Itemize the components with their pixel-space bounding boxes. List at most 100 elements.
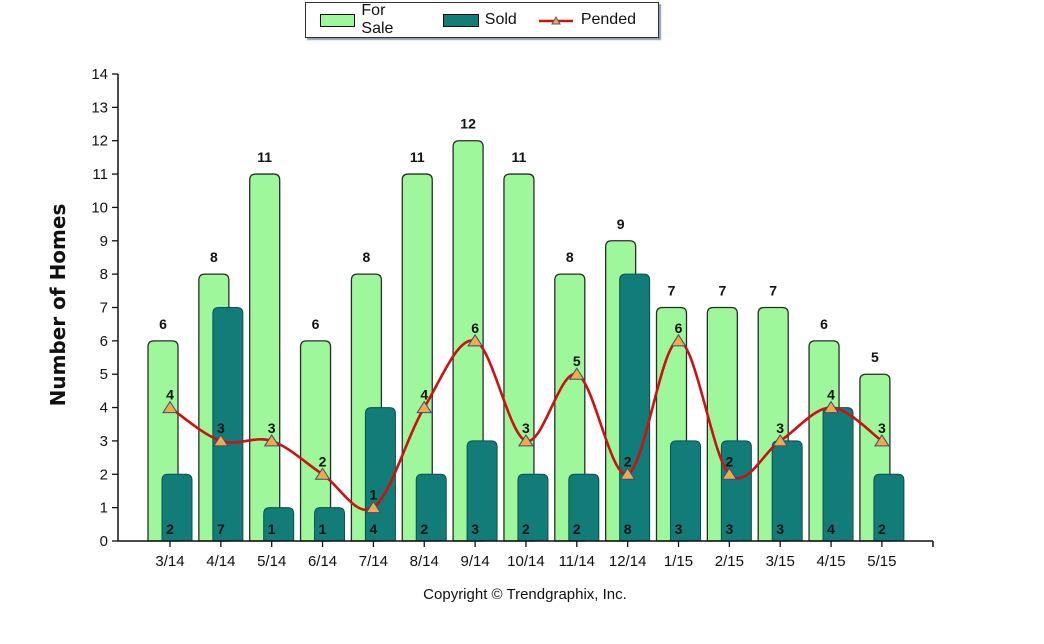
sold-bar (568, 473, 600, 542)
y-tick-label: 6 (100, 333, 108, 350)
sold-bar (670, 440, 701, 542)
pended-marker (365, 500, 382, 514)
x-tick-label: 12/14 (609, 553, 647, 570)
y-tick-label: 7 (100, 300, 108, 317)
sold-value-label: 8 (624, 521, 632, 537)
chart-legend: For Sale Sold Pended (305, 2, 659, 38)
sold-value-label: 2 (420, 521, 428, 537)
pended-marker (823, 400, 839, 414)
pended-value-label: 2 (319, 453, 327, 469)
pended-value-label: 3 (776, 420, 784, 436)
y-tick-label: 14 (91, 66, 108, 83)
pended-value-label: 5 (573, 353, 581, 369)
sold-bar (263, 507, 295, 542)
for-sale-value-label: 7 (668, 283, 676, 299)
for-sale-value-label: 11 (257, 149, 272, 165)
pended-marker (212, 433, 229, 447)
pended-marker (619, 467, 636, 480)
sold-bar (466, 440, 498, 542)
y-tick-label: 2 (100, 466, 108, 483)
pended-line (162, 333, 890, 514)
for-sale-value-label: 8 (210, 249, 218, 265)
pended-value-label: 6 (471, 320, 479, 336)
pended-value-label: 3 (878, 420, 886, 436)
pended-value-label: 1 (370, 487, 378, 503)
legend-swatch-sold (442, 13, 479, 27)
pended-series-line (169, 339, 883, 512)
y-tick-label: 3 (100, 433, 108, 450)
legend-item-sold: Sold (442, 11, 517, 29)
pended-value-label: 3 (522, 420, 530, 436)
legend-line-pended-icon (538, 15, 573, 25)
x-tick-label: 3/14 (155, 553, 184, 570)
x-tick-label: 8/14 (410, 553, 439, 570)
pended-value-label: 4 (827, 387, 835, 403)
for-sale-value-label: 11 (512, 149, 527, 165)
sold-bars (161, 273, 905, 542)
pended-marker (467, 333, 484, 347)
legend-item-pended: Pended (538, 11, 636, 29)
for-sale-value-label: 12 (460, 116, 476, 132)
for-sale-value-label: 11 (410, 149, 425, 165)
sold-value-label: 3 (776, 521, 784, 537)
pended-marker (416, 400, 433, 414)
legend-label-sold: Sold (484, 11, 517, 28)
x-tick-label: 4/14 (206, 553, 235, 570)
for-sale-value-label: 9 (617, 216, 625, 232)
for-sale-value-label: 6 (159, 316, 167, 332)
sold-value-label: 3 (471, 521, 479, 537)
legend-item-for-sale: For Sale (320, 2, 421, 38)
pended-value-label: 4 (420, 387, 428, 403)
sold-value-label: 1 (268, 521, 276, 537)
y-tick-label: 4 (100, 400, 108, 417)
x-tick-label: 10/14 (507, 553, 545, 570)
pended-value-label: 4 (166, 387, 174, 403)
x-tick-label: 2/15 (715, 553, 744, 570)
sold-value-label: 2 (573, 521, 581, 537)
sold-value-label: 3 (675, 521, 683, 537)
for-sale-value-label: 8 (566, 249, 574, 265)
pended-marker (873, 433, 890, 447)
sold-value-label: 1 (319, 521, 327, 537)
sold-value-label: 2 (166, 521, 174, 537)
sold-bar (314, 507, 346, 542)
sold-bar (619, 273, 651, 542)
pended-value-label: 6 (675, 320, 683, 336)
for-sale-bar (401, 173, 433, 542)
x-tick-label: 11/14 (559, 553, 595, 570)
pended-marker (568, 367, 585, 380)
for-sale-value-label: 6 (820, 316, 828, 332)
pended-marker (772, 433, 789, 447)
pended-value-label: 2 (725, 453, 733, 469)
x-tick-label: 3/15 (766, 553, 795, 570)
pended-marker (518, 433, 534, 447)
pended-marker (314, 467, 331, 480)
x-tick-label: 1/15 (664, 553, 693, 570)
y-tick-label: 11 (92, 166, 108, 183)
x-tick-label: 9/14 (460, 553, 489, 570)
x-tick-label: 6/14 (308, 553, 337, 570)
legend-label-pended: Pended (580, 11, 636, 28)
y-tick-label: 12 (91, 133, 108, 150)
sold-bar (873, 473, 905, 542)
x-tick-label: 5/14 (257, 553, 286, 570)
sold-value-label: 4 (370, 521, 378, 537)
legend-label-for-sale: For Sale (361, 2, 394, 37)
y-tick-label: 10 (91, 199, 108, 216)
pended-marker (263, 433, 280, 447)
pended-value-label: 3 (217, 420, 225, 436)
sold-value-label: 3 (725, 521, 733, 537)
sold-value-label: 4 (827, 521, 835, 537)
sold-bar (415, 473, 447, 542)
y-tick-label: 5 (100, 366, 108, 383)
sold-value-label: 7 (217, 521, 225, 537)
y-tick-label: 8 (100, 266, 108, 283)
sold-bar (822, 407, 854, 542)
for-sale-bar (503, 173, 535, 542)
pended-value-label: 2 (624, 453, 632, 469)
sold-bar (161, 473, 193, 542)
y-tick-label: 9 (100, 233, 108, 250)
for-sale-value-label: 5 (871, 349, 879, 365)
for-sale-value-label: 7 (769, 283, 777, 299)
